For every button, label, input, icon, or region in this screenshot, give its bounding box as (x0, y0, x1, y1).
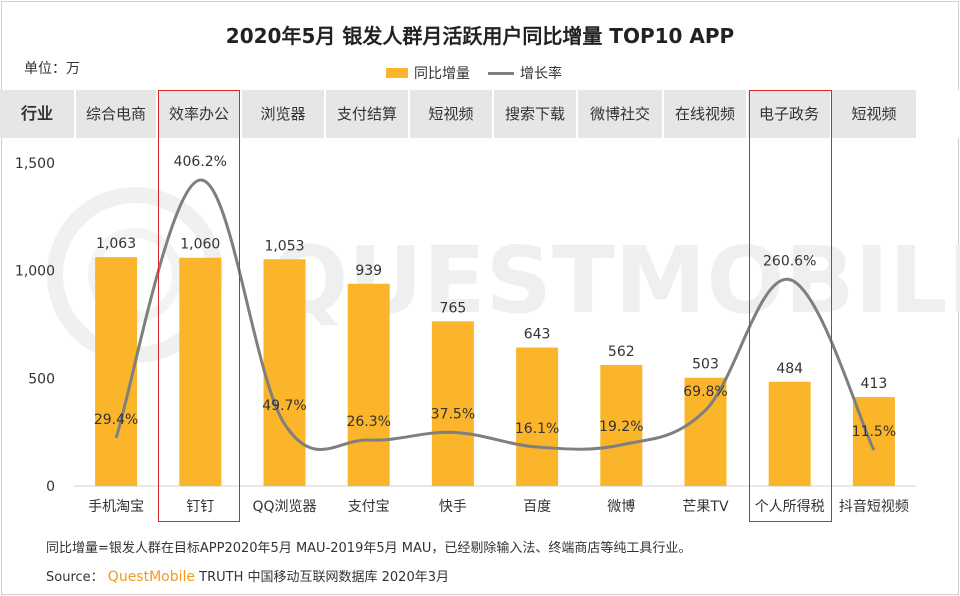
bar (684, 377, 727, 486)
y-tick-label: 1,000 (15, 264, 55, 280)
industry-cell: 短视频 (832, 90, 916, 138)
category-label: 微博 (607, 498, 635, 515)
legend-line-swatch (488, 71, 514, 75)
growth-rate-labels: 29.4% 406.2% 49.7% 26.3% 37.5% 16.1% 19.2% 69.8… (94, 154, 896, 440)
source-line: Source： QuestMobile TRUTH 中国移动互联网数据库 202… (46, 566, 449, 585)
y-tick-label: 1,500 (15, 156, 55, 172)
industry-cell: 电子政务 (748, 90, 830, 138)
industry-cell: 支付结算 (326, 90, 408, 138)
growth-rate-label: 260.6% (763, 254, 816, 270)
unit-label: 单位：万 (24, 61, 80, 77)
growth-rate-label: 11.5% (852, 424, 896, 440)
industry-cell: 微博社交 (578, 90, 662, 138)
category-label: 抖音短视频 (839, 498, 909, 515)
bar (600, 364, 643, 486)
y-tick-label: 500 (28, 371, 55, 387)
category-label: 支付宝 (348, 499, 390, 515)
bar-value-labels: 1,063 1,060 1,053 939 765 643 562 503 484 413 (96, 236, 887, 392)
source-rest: TRUTH 中国移动互联网数据库 2020年3月 (199, 570, 449, 585)
bar-value-label: 643 (524, 327, 551, 343)
y-tick-label: 0 (46, 479, 55, 495)
source-prefix: Source： (46, 570, 104, 585)
bar-value-label: 765 (440, 300, 467, 316)
bar (95, 257, 138, 486)
legend-bar-swatch (386, 68, 408, 78)
industry-cell: 浏览器 (242, 90, 324, 138)
bar-value-label: 1,053 (264, 238, 304, 254)
legend-bar-label: 同比增量 (414, 66, 470, 82)
category-label: QQ浏览器 (252, 499, 316, 515)
legend-line-label: 增长率 (520, 66, 562, 82)
growth-rate-label: 69.8% (683, 384, 727, 400)
industry-header: 行业 (0, 90, 74, 138)
y-axis: 0 500 1,000 1,500 (15, 156, 55, 495)
category-label: 钉钉 (186, 499, 214, 515)
growth-rate-label: 29.4% (94, 412, 138, 428)
growth-rate-line (114, 178, 876, 451)
category-label: 芒果TV (682, 499, 729, 515)
industry-cell: 短视频 (410, 90, 492, 138)
bar-value-label: 1,060 (180, 237, 220, 253)
industry-cell: 搜索下载 (494, 90, 576, 138)
bar-value-label: 1,063 (96, 236, 136, 252)
bar-value-label: 484 (776, 361, 803, 377)
bar (431, 321, 474, 486)
industry-row: 行业 综合电商 效率办公 浏览器 支付结算 短视频 搜索下载 微博社交 在线视频… (0, 90, 960, 138)
industry-cell: 在线视频 (664, 90, 746, 138)
industry-cell: 综合电商 (76, 90, 156, 138)
bar (516, 347, 559, 486)
source-brand: QuestMobile (107, 569, 196, 585)
bar (179, 257, 222, 486)
category-labels: 手机淘宝 钉钉 QQ浏览器 支付宝 快手 百度 微博 芒果TV 个人所得税 抖音短视频 (88, 498, 909, 515)
legend: 同比增量 增长率 (386, 63, 562, 83)
bar-value-label: 939 (355, 263, 382, 279)
growth-rate-label: 26.3% (346, 414, 390, 430)
bar-series (95, 257, 895, 486)
bar (263, 259, 306, 486)
category-label: 快手 (439, 499, 467, 515)
chart-title: 2020年5月 银发人群月活跃用户同比增量 TOP10 APP (225, 24, 735, 48)
highlight-box-dingtalk (158, 90, 240, 522)
bar-value-label: 503 (692, 357, 719, 373)
bar-value-label: 562 (608, 344, 635, 360)
category-label: 百度 (523, 499, 551, 515)
category-label: 个人所得税 (755, 498, 825, 515)
bar (768, 381, 811, 486)
industry-cell: 效率办公 (158, 90, 240, 138)
category-label: 手机淘宝 (88, 499, 144, 515)
growth-rate-label: 37.5% (431, 406, 475, 422)
growth-rate-label: 49.7% (262, 398, 306, 414)
bar (347, 283, 390, 486)
bar-value-label: 413 (861, 376, 888, 392)
growth-rate-label: 19.2% (599, 419, 643, 435)
highlight-box-tax (749, 90, 832, 522)
growth-rate-label: 16.1% (515, 421, 559, 437)
footnote: 同比增量=银发人群在目标APP2020年5月 MAU-2019年5月 MAU，已… (46, 541, 692, 556)
growth-rate-label: 406.2% (174, 154, 227, 170)
